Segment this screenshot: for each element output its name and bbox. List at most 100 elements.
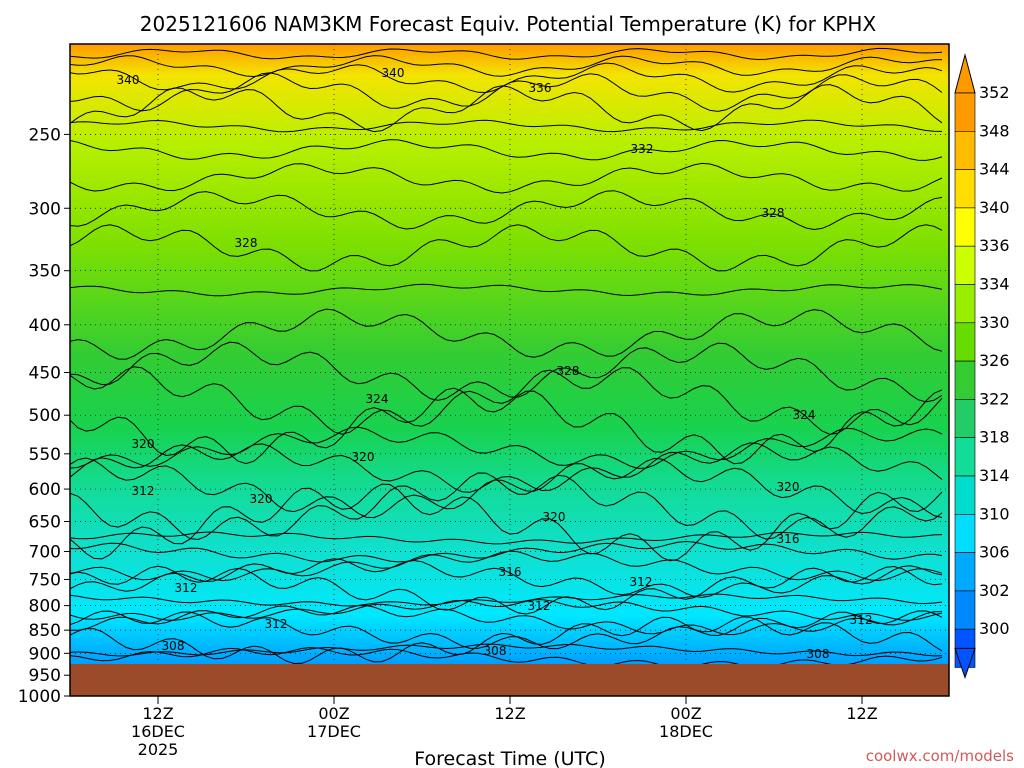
isentrope-contour (70, 643, 943, 657)
colorbar-swatch (954, 513, 976, 553)
contour-label: 308 (484, 644, 507, 658)
isentrope-contour (70, 190, 943, 231)
colorbar-label: 310 (979, 504, 1010, 523)
contour-label: 328 (557, 364, 580, 378)
isentrope-contour (70, 426, 943, 469)
contour-label: 312 (265, 617, 288, 631)
contour-label: 312 (175, 581, 198, 595)
y-tick-label: 750 (29, 570, 61, 590)
isentrope-contour (70, 162, 943, 194)
contour-label: 312 (132, 484, 155, 498)
y-tick-label: 500 (29, 406, 61, 426)
chart-title: 2025121606 NAM3KM Forecast Equiv. Potent… (140, 12, 877, 36)
x-tick-label: 12Z (142, 704, 173, 723)
isentrope-contour (70, 139, 943, 161)
colorbar: 352 348 344 340 336 334 330 326 322 318 314 310 306 3… (954, 53, 1010, 680)
x-tick-label: 18DEC (659, 722, 713, 741)
contour-label: 320 (777, 480, 800, 494)
colorbar-swatch (954, 590, 976, 630)
contour-label: 316 (499, 565, 522, 579)
y-tick-label: 350 (29, 262, 61, 282)
colorbar-label: 306 (979, 543, 1010, 562)
isentrope-contour (70, 308, 943, 360)
isentrope-contour (70, 283, 943, 297)
ground-surface (70, 664, 949, 696)
isentrope-contour (70, 604, 943, 636)
gridlines (70, 44, 949, 696)
isentrope-contour (70, 558, 943, 598)
contour-label: 324 (793, 408, 816, 422)
x-tick-label: 17DEC (307, 722, 361, 741)
colorbar-swatch (954, 245, 976, 285)
colorbar-label: 302 (979, 581, 1010, 600)
x-tick-label: 16DEC (131, 722, 185, 741)
isentrope-contour (70, 55, 943, 78)
y-tick-label: 1000 (18, 687, 61, 707)
colorbar-label: 334 (979, 275, 1010, 294)
contour-label: 328 (762, 206, 785, 220)
isentrope-contour (70, 472, 943, 541)
contour-label: 312 (528, 599, 551, 613)
x-tick-label: 00Z (670, 704, 701, 723)
y-tick-label: 800 (29, 597, 61, 617)
y-tick-label: 900 (29, 644, 61, 664)
y-tick-label: 600 (29, 480, 61, 500)
colorbar-swatch (954, 399, 976, 438)
contour-lines (70, 47, 943, 664)
colorbar-swatch (954, 131, 976, 170)
colorbar-label: 300 (979, 619, 1010, 638)
isentrope-contour (70, 72, 943, 112)
isentrope-contour (70, 483, 943, 562)
isentrope-contour (70, 647, 943, 664)
colorbar-top-arrow (954, 53, 976, 94)
colorbar-swatch (954, 475, 976, 515)
isentrope-contour (70, 84, 943, 133)
contour-label: 340 (382, 66, 405, 80)
plot-area: 340 340 336 332 328 328 328 324 324 320 320 320 320 3… (69, 43, 950, 697)
colorbar-swatch (954, 284, 976, 324)
colorbar-label: 322 (979, 389, 1010, 408)
colorbar-swatch (954, 552, 976, 592)
colorbar-label: 330 (979, 313, 1010, 332)
contour-label: 308 (162, 639, 185, 653)
colorbar-label: 344 (979, 160, 1010, 179)
y-tick-label: 550 (29, 445, 61, 465)
contour-labels: 340 340 336 332 328 328 328 324 324 320 320 320 320 3… (117, 66, 873, 661)
colorbar-label: 326 (979, 351, 1010, 370)
colorbar-bottom-arrow (954, 647, 976, 680)
contour-label: 320 (543, 510, 566, 524)
isentrope-contour (70, 47, 943, 61)
isentrope-contour (70, 616, 943, 664)
x-tick-label: 12Z (494, 704, 525, 723)
x-tick-label: 12Z (846, 704, 877, 723)
isentrope-contour (70, 442, 943, 493)
contour-label: 320 (250, 492, 273, 506)
y-tick-label: 400 (29, 316, 61, 336)
x-axis-label: Forecast Time (UTC) (414, 748, 605, 768)
x-tick-label: 00Z (318, 704, 349, 723)
contour-label: 312 (630, 575, 653, 589)
y-tick-label: 850 (29, 621, 61, 641)
x-tick-label: 2025 (138, 740, 179, 759)
y-axis: 250 300 350 400 450 500 550 600 650 700 750 800 850 9… (18, 125, 70, 707)
isentrope-contour (70, 565, 943, 615)
contour-label: 320 (132, 437, 155, 451)
y-tick-label: 650 (29, 512, 61, 532)
colorbar-label: 314 (979, 466, 1010, 485)
y-tick-label: 700 (29, 543, 61, 563)
colorbar-label: 318 (979, 428, 1010, 447)
colorbar-swatch (954, 437, 976, 477)
y-tick-label: 450 (29, 364, 61, 384)
credit-text: coolwx.com/models (866, 747, 1014, 765)
colorbar-swatch (954, 207, 976, 247)
contour-label: 308 (807, 647, 830, 661)
theta-field (70, 44, 949, 664)
isentrope-contour (70, 593, 943, 607)
contour-label: 340 (117, 73, 140, 87)
isentrope-contour (70, 366, 943, 435)
y-tick-label: 300 (29, 199, 61, 219)
colorbar-swatch (954, 360, 976, 400)
contour-label: 312 (850, 613, 873, 627)
isentrope-contour (70, 531, 943, 545)
colorbar-swatch (954, 92, 976, 132)
